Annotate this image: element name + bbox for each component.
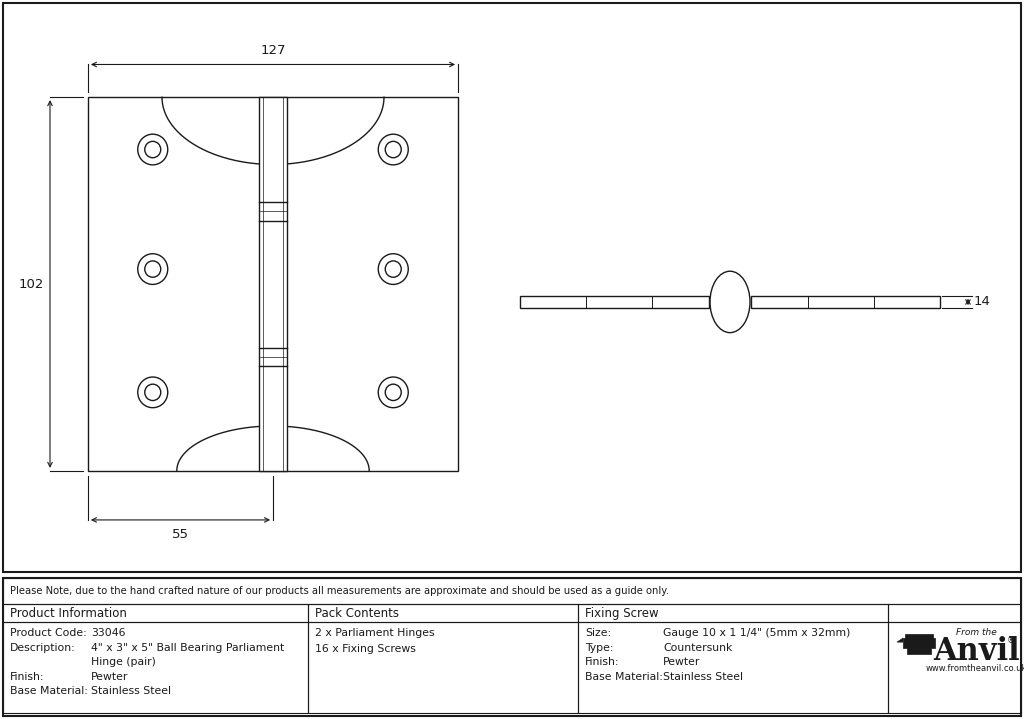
Text: 4" x 3" x 5" Ball Bearing Parliament: 4" x 3" x 5" Ball Bearing Parliament: [91, 643, 285, 653]
Text: Pewter: Pewter: [91, 672, 128, 682]
Text: 102: 102: [18, 278, 44, 290]
Text: 55: 55: [172, 528, 189, 541]
Text: From the: From the: [956, 628, 997, 637]
Polygon shape: [897, 638, 903, 642]
Bar: [308, 604, 578, 622]
Text: Description:: Description:: [10, 643, 76, 653]
Bar: [888, 604, 1021, 622]
Bar: [578, 622, 888, 713]
Text: Stainless Steel: Stainless Steel: [91, 686, 171, 696]
Text: 16 x Fixing Screws: 16 x Fixing Screws: [315, 644, 416, 654]
Text: Gauge 10 x 1 1/4" (5mm x 32mm): Gauge 10 x 1 1/4" (5mm x 32mm): [663, 628, 850, 638]
Bar: [3, 578, 1021, 604]
Bar: [88, 97, 458, 471]
Bar: [888, 622, 1021, 713]
Text: Product Information: Product Information: [10, 607, 127, 620]
Text: Finish:: Finish:: [585, 657, 620, 667]
Text: 14: 14: [974, 296, 991, 308]
Bar: [259, 97, 287, 471]
Text: Fixing Screw: Fixing Screw: [585, 607, 658, 620]
Text: Please Note, due to the hand crafted nature of our products all measurements are: Please Note, due to the hand crafted nat…: [10, 586, 669, 596]
Text: Product Code:: Product Code:: [10, 628, 87, 638]
Bar: [578, 604, 888, 622]
Text: Pack Contents: Pack Contents: [315, 607, 399, 620]
Bar: [3, 622, 308, 713]
Text: www.fromtheanvil.co.uk: www.fromtheanvil.co.uk: [926, 664, 1024, 673]
Text: ®: ®: [1007, 636, 1015, 645]
Bar: [905, 634, 933, 639]
Text: Pewter: Pewter: [663, 657, 700, 667]
Bar: [3, 604, 308, 622]
Text: Size:: Size:: [585, 628, 611, 638]
Text: Base Material:: Base Material:: [10, 686, 88, 696]
Text: Base Material:: Base Material:: [585, 672, 663, 682]
Text: 127: 127: [260, 45, 286, 58]
Text: Type:: Type:: [585, 643, 613, 653]
Text: Anvil: Anvil: [933, 636, 1020, 667]
Text: Countersunk: Countersunk: [663, 643, 732, 653]
Text: 2 x Parliament Hinges: 2 x Parliament Hinges: [315, 628, 434, 638]
Text: 33046: 33046: [91, 628, 126, 638]
Bar: [751, 296, 940, 308]
Bar: [308, 622, 578, 713]
Text: Hinge (pair): Hinge (pair): [91, 657, 156, 667]
Text: Stainless Steel: Stainless Steel: [663, 672, 743, 682]
Polygon shape: [903, 638, 935, 654]
Bar: [520, 296, 709, 308]
Text: Finish:: Finish:: [10, 672, 44, 682]
